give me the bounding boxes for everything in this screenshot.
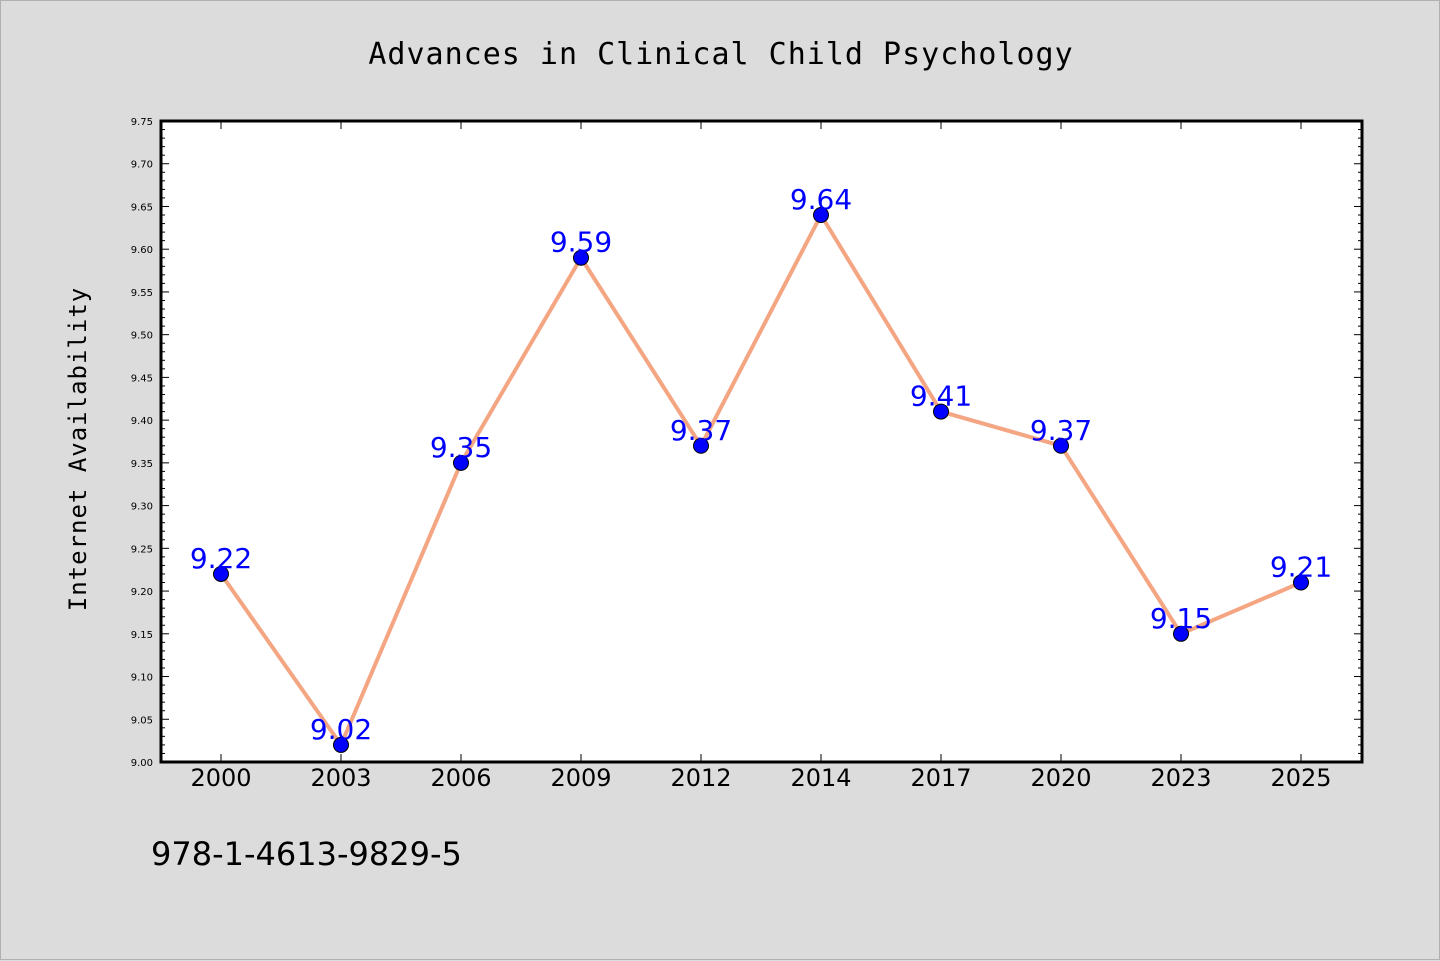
data-point [1293,574,1309,591]
x-tick-label: 2014 [790,764,851,792]
y-tick-label: 9.30 [131,502,153,513]
x-tick-label: 2017 [910,764,971,792]
x-tick-label: 2012 [670,764,731,792]
y-tick-label: 9.70 [131,160,153,171]
y-tick-label: 9.50 [131,331,153,342]
data-label: 9.64 [790,183,852,216]
footer-isbn: 978-1-4613-9829-5 [151,835,462,873]
y-tick-label: 9.20 [131,587,153,598]
y-tick-label: 9.45 [131,373,153,384]
data-point [1053,437,1069,454]
data-label: 9.41 [910,380,972,413]
x-tick-label: 2003 [310,764,371,792]
y-tick-label: 9.15 [131,630,153,641]
y-tick-label: 9.40 [131,416,153,427]
data-point [213,565,229,582]
x-tick-label: 2009 [550,764,611,792]
y-tick-label: 9.55 [131,288,153,299]
x-tick-label: 2025 [1270,764,1331,792]
y-tick-label: 9.75 [131,117,153,128]
data-label: 9.37 [1030,414,1092,447]
data-label: 9.35 [430,431,492,464]
y-axis-label: Internet Availability [64,287,92,611]
data-label: 9.02 [310,713,372,746]
x-tick-label: 2020 [1030,764,1091,792]
data-point [1173,625,1189,642]
y-tick-label: 9.65 [131,202,153,213]
y-tick-label: 9.00 [131,758,153,769]
data-label: 9.59 [550,226,612,259]
data-label: 9.22 [190,542,252,575]
series-markers-group [213,207,1309,753]
plot-area [161,121,1362,762]
chart-title: Advances in Clinical Child Psychology [368,37,1073,72]
data-label: 9.37 [670,414,732,447]
y-tick-label: 9.35 [131,459,153,470]
data-label: 9.21 [1270,551,1332,584]
x-tick-label: 2000 [190,764,251,792]
y-tick-label: 9.10 [131,673,153,684]
x-axis: 2000 2003 2006 2009 2012 2014 2017 2020 2023 2025 [190,121,1332,792]
data-point [333,736,349,753]
series-line [219,213,1303,747]
data-point [453,454,469,471]
series-line-group [219,213,1303,747]
data-point [693,437,709,454]
data-point [813,207,829,224]
y-tick-label: 9.60 [131,245,153,256]
plot-border [159,119,1364,764]
data-point [933,403,949,420]
x-tick-label: 2006 [430,764,491,792]
data-labels-group: 9.22 9.02 9.35 9.59 9.37 9.64 9.41 9.37 9.15 9.21 [190,183,1332,746]
x-tick-label: 2023 [1150,764,1211,792]
data-label: 9.15 [1150,602,1212,635]
data-point [573,249,589,266]
y-tick-label: 9.25 [131,544,153,555]
y-tick-label: 9.05 [131,715,153,726]
